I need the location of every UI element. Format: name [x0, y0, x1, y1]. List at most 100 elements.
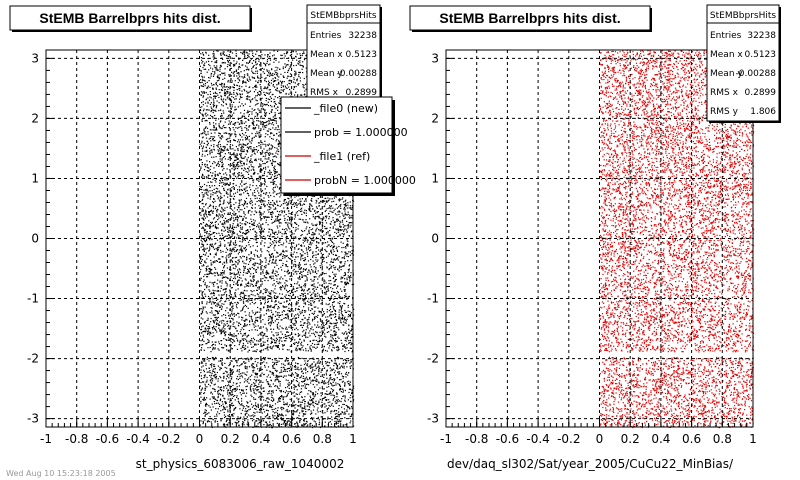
- data-point: [217, 411, 219, 413]
- data-point: [325, 362, 327, 365]
- data-point: [338, 314, 340, 316]
- data-point: [280, 366, 282, 369]
- data-point: [309, 205, 311, 207]
- data-point: [231, 394, 233, 396]
- data-point: [278, 102, 280, 104]
- data-point: [224, 68, 226, 70]
- data-point: [283, 310, 285, 312]
- data-point: [216, 303, 218, 305]
- data-point: [267, 152, 269, 154]
- data-point: [329, 314, 331, 316]
- data-point: [286, 328, 288, 330]
- data-point: [267, 397, 269, 399]
- data-point: [263, 125, 265, 127]
- data-point: [263, 390, 265, 392]
- data-point: [295, 64, 297, 66]
- data-point: [215, 316, 217, 318]
- data-point: [208, 69, 210, 71]
- data-point: [317, 340, 319, 342]
- data-point: [214, 310, 216, 312]
- data-point: [211, 269, 213, 271]
- data-point: [332, 405, 334, 407]
- data-point: [261, 345, 263, 347]
- data-point: [200, 256, 202, 258]
- data-point: [309, 273, 312, 275]
- data-point: [238, 236, 240, 239]
- data-point: [202, 420, 204, 422]
- data-point: [228, 415, 230, 417]
- data-point: [246, 78, 248, 80]
- data-point: [256, 100, 258, 102]
- data-point: [334, 213, 337, 215]
- data-point: [218, 135, 220, 137]
- data-point: [210, 132, 212, 134]
- data-point: [278, 336, 280, 339]
- data-point: [283, 210, 286, 212]
- data-point: [232, 303, 234, 305]
- data-point: [300, 289, 303, 292]
- data-point: [237, 220, 239, 222]
- data-point: [303, 290, 305, 292]
- data-point: [249, 321, 251, 323]
- data-point: [300, 200, 302, 202]
- data-point: [284, 285, 286, 287]
- data-point: [288, 217, 291, 219]
- data-point: [270, 218, 273, 220]
- data-point: [332, 227, 334, 229]
- data-point: [340, 276, 342, 278]
- data-point: [343, 333, 345, 335]
- data-point: [205, 211, 207, 213]
- data-point: [327, 393, 329, 396]
- data-point: [324, 418, 326, 420]
- data-point: [343, 265, 345, 267]
- data-point: [274, 175, 276, 177]
- data-point: [287, 202, 289, 205]
- data-point: [219, 214, 221, 216]
- data-point: [230, 67, 232, 69]
- data-point: [253, 385, 255, 387]
- data-point: [274, 207, 277, 209]
- data-point: [253, 60, 255, 62]
- data-point: [348, 324, 350, 326]
- data-point: [205, 411, 207, 413]
- data-point: [272, 85, 274, 87]
- data-point: [214, 96, 216, 98]
- data-point: [218, 413, 220, 415]
- data-point: [228, 422, 230, 424]
- data-point: [326, 386, 328, 388]
- data-point: [244, 366, 246, 368]
- data-point: [209, 267, 211, 269]
- data-point: [234, 274, 236, 276]
- data-point: [243, 164, 245, 166]
- data-point: [330, 221, 332, 223]
- data-point: [203, 206, 205, 208]
- data-point: [270, 171, 272, 174]
- data-point: [240, 310, 242, 312]
- data-point: [307, 344, 309, 346]
- data-point: [227, 63, 229, 66]
- data-point: [300, 376, 302, 378]
- data-point: [307, 371, 309, 373]
- data-point: [203, 396, 205, 398]
- data-point: [317, 211, 319, 213]
- data-point: [225, 339, 228, 341]
- data-point: [313, 234, 315, 236]
- data-point: [322, 326, 324, 328]
- data-point: [275, 80, 277, 82]
- data-point: [216, 62, 218, 64]
- data-point: [231, 115, 233, 118]
- data-point: [259, 234, 261, 237]
- data-point: [314, 286, 316, 288]
- data-point: [212, 136, 214, 138]
- data-point: [200, 269, 202, 271]
- data-point: [344, 346, 346, 348]
- data-point: [252, 366, 255, 368]
- data-point: [348, 276, 350, 278]
- data-point: [290, 366, 292, 368]
- data-point: [212, 283, 215, 286]
- data-point: [336, 249, 338, 251]
- data-point: [351, 414, 353, 416]
- data-point: [212, 370, 215, 372]
- data-point: [305, 350, 307, 352]
- data-point: [202, 78, 204, 80]
